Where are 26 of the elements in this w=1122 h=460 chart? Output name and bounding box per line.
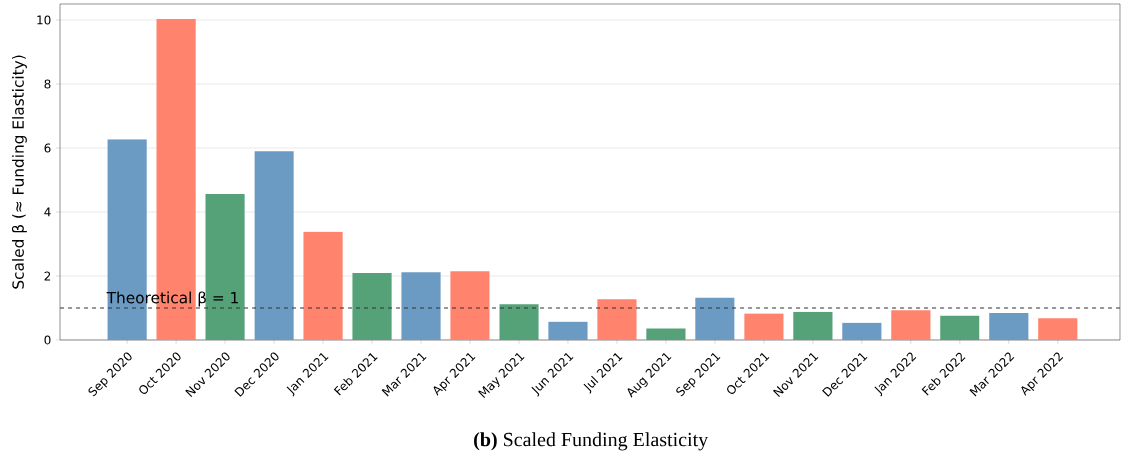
bar <box>303 231 343 340</box>
y-tick-label: 10 <box>37 15 51 25</box>
bar <box>989 313 1029 340</box>
y-tick-label: 6 <box>44 143 51 153</box>
bar <box>891 310 931 340</box>
bar <box>254 151 294 340</box>
bar <box>695 297 735 340</box>
bar <box>450 271 490 340</box>
y-axis-title: Scaled β (≈ Funding Elasticity) <box>11 55 27 289</box>
bar <box>205 194 245 340</box>
bar <box>842 322 882 340</box>
y-tick-label: 4 <box>44 207 51 217</box>
bar <box>1038 318 1078 340</box>
y-tick-label: 8 <box>44 79 51 89</box>
bar <box>940 315 980 340</box>
bar <box>548 321 588 340</box>
bar <box>401 272 441 340</box>
y-tick-label: 0 <box>44 335 51 345</box>
text: (b) Scaled Funding Elasticity <box>474 432 709 451</box>
bar <box>646 328 686 340</box>
bar <box>744 313 784 340</box>
bar <box>793 311 833 340</box>
bar <box>499 304 539 340</box>
y-tick-label: 2 <box>44 271 51 281</box>
bar <box>597 299 637 340</box>
bar <box>352 273 392 340</box>
